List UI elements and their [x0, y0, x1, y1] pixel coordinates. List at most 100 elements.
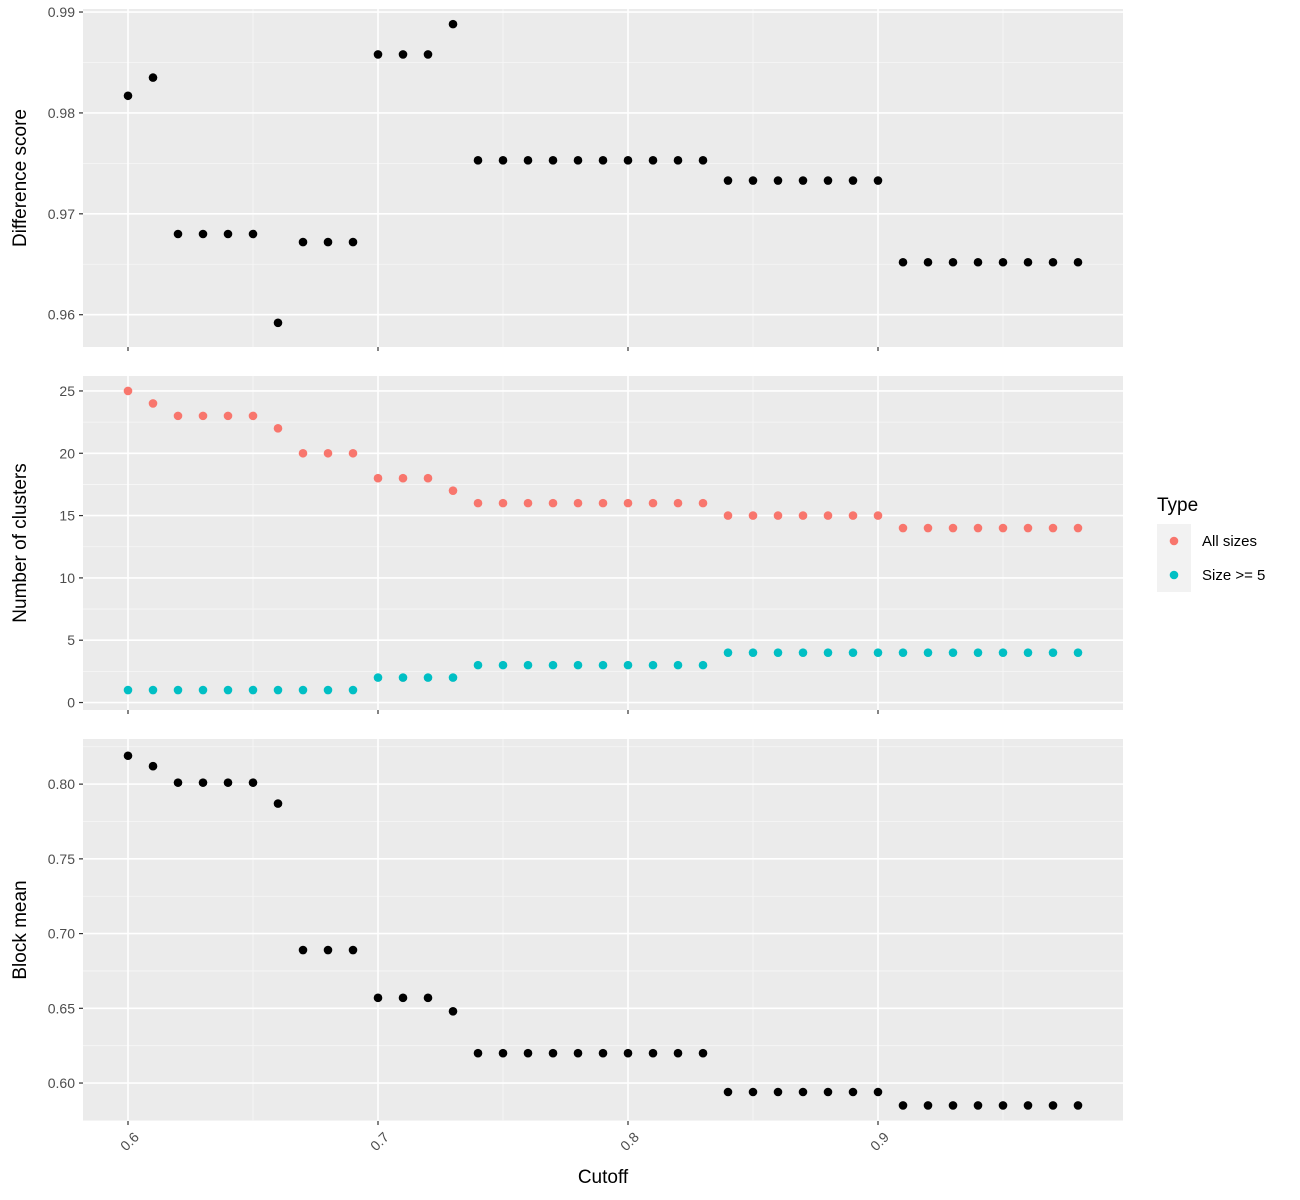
data-point: [573, 498, 583, 508]
y-tick-label: 0.99: [48, 4, 75, 20]
data-point: [248, 411, 258, 421]
data-point: [298, 448, 308, 458]
data-point: [373, 673, 383, 682]
data-point: [723, 511, 733, 520]
data-point: [348, 945, 358, 955]
data-point: [1048, 257, 1058, 267]
y-tick-label: 0.65: [48, 1000, 75, 1016]
data-point: [348, 685, 358, 695]
y-tick-label: 0.98: [48, 105, 75, 121]
data-point: [973, 523, 983, 533]
legend-title: Type: [1157, 495, 1198, 516]
data-point: [498, 660, 508, 670]
data-point: [423, 673, 433, 682]
data-point: [598, 660, 608, 670]
data-point: [823, 648, 833, 657]
data-point: [173, 685, 183, 695]
y-tick-label: 0.60: [48, 1075, 75, 1091]
data-point: [748, 1087, 758, 1097]
data-point: [523, 156, 533, 165]
data-point: [273, 318, 283, 328]
x-tick-label: 0.7: [367, 1129, 392, 1154]
data-point: [248, 685, 258, 695]
data-point: [873, 176, 883, 185]
data-point: [348, 237, 358, 247]
data-point: [598, 498, 608, 508]
data-point: [873, 648, 883, 657]
data-point: [423, 50, 433, 59]
data-point: [223, 778, 233, 787]
data-point: [798, 1087, 808, 1097]
data-point: [598, 156, 608, 165]
data-point: [648, 156, 658, 165]
data-point: [148, 685, 158, 695]
y-tick-label: 20: [59, 445, 75, 461]
data-point: [1073, 523, 1083, 533]
data-point: [748, 176, 758, 185]
data-point: [323, 945, 333, 955]
data-point: [698, 156, 708, 165]
data-point: [698, 660, 708, 670]
data-point: [348, 448, 358, 458]
data-point: [1048, 1101, 1058, 1110]
data-point: [923, 523, 933, 533]
data-point: [973, 1101, 983, 1110]
y-tick-label: 0.70: [48, 926, 75, 942]
x-tick-label: 0.6: [117, 1129, 142, 1154]
data-point: [948, 523, 958, 533]
data-point: [323, 237, 333, 247]
data-point: [248, 778, 258, 787]
legend: Type All sizes Size >= 5: [1157, 495, 1265, 592]
data-point: [773, 176, 783, 185]
data-point: [323, 685, 333, 695]
data-point: [273, 685, 283, 695]
data-point: [773, 648, 783, 657]
y-tick-label: 25: [59, 383, 75, 399]
data-point: [373, 473, 383, 483]
data-point: [723, 1087, 733, 1097]
data-point: [873, 511, 883, 520]
data-point: [598, 1048, 608, 1058]
y-axis-title: Difference score: [10, 109, 31, 247]
y-tick-label: 15: [59, 508, 75, 524]
data-point: [448, 673, 458, 682]
data-point: [923, 1101, 933, 1110]
data-point: [848, 1087, 858, 1097]
data-point: [573, 660, 583, 670]
data-point: [298, 685, 308, 695]
data-point: [273, 799, 283, 808]
data-point: [748, 511, 758, 520]
data-point: [773, 511, 783, 520]
data-point: [723, 176, 733, 185]
data-point: [148, 73, 158, 82]
data-point: [648, 1048, 658, 1058]
data-point: [873, 1087, 883, 1097]
data-point: [573, 156, 583, 165]
panel-1: 0.96 0.97 0.98 0.99 Difference score: [10, 4, 1123, 351]
data-point: [848, 648, 858, 657]
data-point: [998, 257, 1008, 267]
data-point: [423, 473, 433, 483]
data-point: [123, 751, 133, 761]
data-point: [1023, 648, 1033, 657]
data-point: [123, 685, 133, 695]
data-point: [498, 498, 508, 508]
panel-background: [83, 739, 1123, 1121]
data-point: [673, 1048, 683, 1058]
data-point: [1073, 1101, 1083, 1110]
data-point: [898, 648, 908, 657]
data-point: [623, 498, 633, 508]
data-point: [698, 1048, 708, 1058]
y-axis-title: Block mean: [10, 880, 31, 979]
y-tick-label: 10: [59, 570, 75, 586]
data-point: [648, 660, 658, 670]
data-point: [898, 1101, 908, 1110]
data-point: [1023, 523, 1033, 533]
data-point: [773, 1087, 783, 1097]
data-point: [1073, 648, 1083, 657]
data-point: [898, 257, 908, 267]
legend-label: All sizes: [1202, 533, 1257, 550]
data-point: [498, 1048, 508, 1058]
data-point: [748, 648, 758, 657]
data-point: [798, 511, 808, 520]
